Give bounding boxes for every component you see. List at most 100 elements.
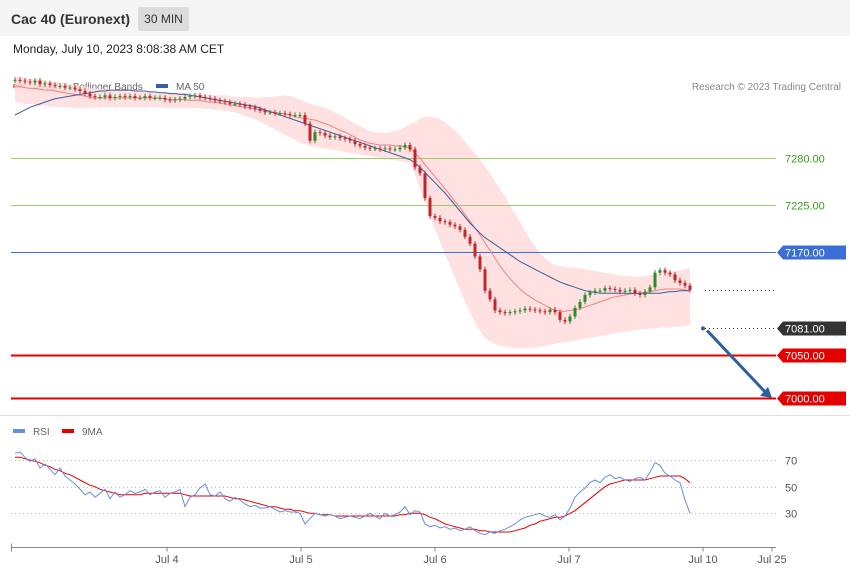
candle-body: [168, 99, 172, 101]
candle-body: [13, 79, 17, 81]
forecast-start-dot: [701, 326, 705, 331]
candle-body: [643, 291, 647, 295]
candle-body: [358, 144, 362, 146]
candle-body: [243, 104, 247, 107]
candle-body: [143, 96, 147, 98]
candle-body: [278, 113, 282, 115]
candle-body: [113, 97, 117, 98]
candle-body: [248, 106, 252, 108]
legend-label: RSI: [33, 427, 50, 438]
candle-body: [498, 310, 502, 313]
candle-body: [313, 132, 317, 141]
candle-body: [568, 316, 572, 322]
candle-body: [53, 85, 57, 86]
candle-body: [528, 308, 532, 310]
candle-body: [288, 114, 292, 116]
rsi-line: [14, 451, 691, 536]
candle-body: [383, 148, 387, 150]
candle-body: [393, 149, 397, 151]
candle-body: [658, 270, 662, 273]
candle-body: [488, 290, 492, 300]
candle-body: [323, 133, 327, 136]
candle-body: [78, 89, 82, 91]
candle-body: [493, 299, 497, 311]
candle-body: [28, 81, 32, 83]
candle-body: [583, 295, 587, 302]
candle-body: [598, 290, 602, 292]
candle-body: [298, 115, 302, 116]
support-label: 7000.00: [785, 394, 825, 406]
candle-body: [173, 99, 177, 101]
candle-body: [138, 97, 142, 99]
candle-body: [508, 312, 512, 314]
candle-body: [193, 95, 197, 97]
x-tick-label: Jul 5: [289, 554, 312, 566]
candle-body: [333, 136, 337, 138]
x-tick-label: Jul 6: [423, 554, 446, 566]
candle-body: [398, 147, 402, 150]
candle-body: [48, 83, 52, 85]
pivot-badge: [777, 245, 846, 260]
candle-body: [403, 145, 407, 148]
ma50-line: [14, 89, 690, 294]
rsi-tick-label: 70: [785, 456, 797, 468]
x-tick-label: Jul 4: [155, 554, 178, 566]
resistance-label: 7225.00: [785, 201, 825, 213]
candle-body: [128, 96, 132, 98]
interval-button[interactable]: 30 MIN: [138, 7, 189, 31]
candle-body: [663, 270, 667, 273]
candle-body: [318, 132, 322, 134]
candle-body: [463, 229, 467, 237]
candle-body: [223, 101, 227, 103]
candle-body: [418, 167, 422, 174]
candle-body: [503, 312, 507, 314]
support-label: 7050.00: [785, 351, 825, 363]
candle-body: [438, 217, 442, 222]
candle-body: [378, 148, 382, 150]
rsi-ma-line: [15, 456, 691, 533]
candle-body: [558, 312, 562, 320]
candle-body: [468, 236, 472, 244]
candle-body: [433, 216, 437, 218]
candle-body: [678, 280, 682, 283]
candle-body: [73, 87, 77, 90]
candle-body: [613, 289, 617, 290]
candle-body: [388, 148, 392, 150]
candle-body: [608, 288, 612, 290]
candle-body: [673, 274, 677, 281]
candle-body: [623, 290, 627, 292]
candle-body: [413, 149, 417, 168]
candle-body: [83, 91, 87, 94]
candle-body: [23, 80, 27, 82]
instrument-title: Cac 40 (Euronext): [11, 11, 131, 27]
forecast-arrow-line: [705, 329, 768, 394]
candle-body: [648, 287, 652, 292]
candle-body: [43, 83, 47, 85]
resistance-label: 7280.00: [785, 154, 825, 166]
bollinger-band: [15, 76, 690, 349]
candle-body: [683, 283, 687, 286]
candle-body: [633, 289, 637, 294]
forecast-arrowhead: [760, 386, 772, 398]
candle-body: [363, 145, 367, 148]
candle-body: [68, 87, 72, 89]
candle-body: [303, 115, 307, 124]
candle-body: [653, 272, 657, 288]
candle-body: [213, 98, 217, 101]
candle-body: [368, 147, 372, 149]
rsi-tick-label: 50: [785, 483, 797, 495]
candle-body: [373, 148, 377, 150]
candle-body: [108, 95, 112, 98]
candle-body: [588, 292, 592, 295]
candle-body: [228, 102, 232, 104]
current-price-badge: [777, 321, 846, 336]
candle-body: [548, 309, 552, 313]
candle-body: [618, 289, 622, 292]
candle-body: [353, 140, 357, 145]
candle-body: [343, 138, 347, 140]
support-badge: [777, 348, 846, 363]
candle-body: [443, 221, 447, 223]
timestamp: Monday, July 10, 2023 8:08:38 AM CET: [13, 42, 225, 56]
candle-body: [603, 288, 607, 291]
candle-body: [153, 97, 157, 99]
